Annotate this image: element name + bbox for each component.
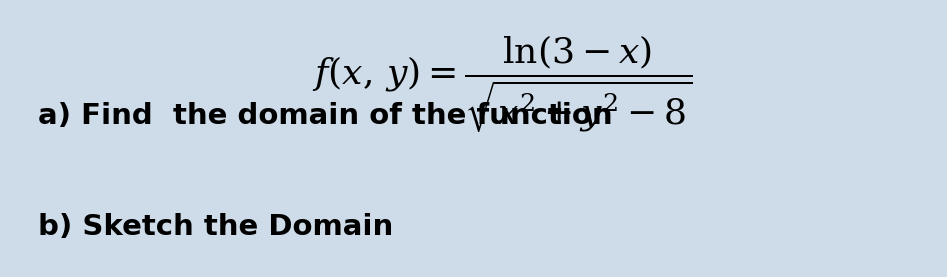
Text: a) Find  the domain of the function: a) Find the domain of the function bbox=[38, 102, 613, 130]
Text: b) Sketch the Domain: b) Sketch the Domain bbox=[38, 213, 393, 241]
Text: $f(x,\,y) = \dfrac{\,\ln(3 - x)\,}{\sqrt{x^2 + y^2 - 8}}$: $f(x,\,y) = \dfrac{\,\ln(3 - x)\,}{\sqrt… bbox=[312, 33, 692, 135]
